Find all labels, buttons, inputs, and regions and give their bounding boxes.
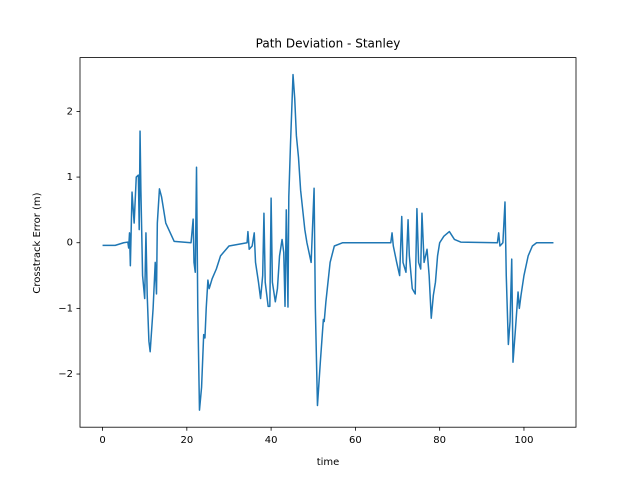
axes-frame <box>79 57 577 428</box>
y-tick-label: 0 <box>67 238 73 249</box>
x-tick-label: 40 <box>265 435 278 446</box>
y-tick-label: −2 <box>58 369 73 380</box>
x-tick-label: 80 <box>433 435 446 446</box>
x-tick-label: 60 <box>349 435 362 446</box>
x-tick-label: 100 <box>514 435 533 446</box>
y-tick-label: −1 <box>58 303 73 314</box>
plot-area: 0 20 40 60 80 100 −2 −1 0 1 2 <box>58 73 554 446</box>
y-tick-label: 2 <box>67 106 73 117</box>
x-tick-label: 0 <box>99 435 105 446</box>
y-tick-label: 1 <box>67 172 73 183</box>
chart-title: Path Deviation - Stanley <box>256 37 401 51</box>
y-axis-label: Crosstrack Error (m) <box>32 192 43 293</box>
x-tick-label: 20 <box>180 435 193 446</box>
x-axis-label: time <box>317 457 340 468</box>
line-series <box>102 73 554 411</box>
